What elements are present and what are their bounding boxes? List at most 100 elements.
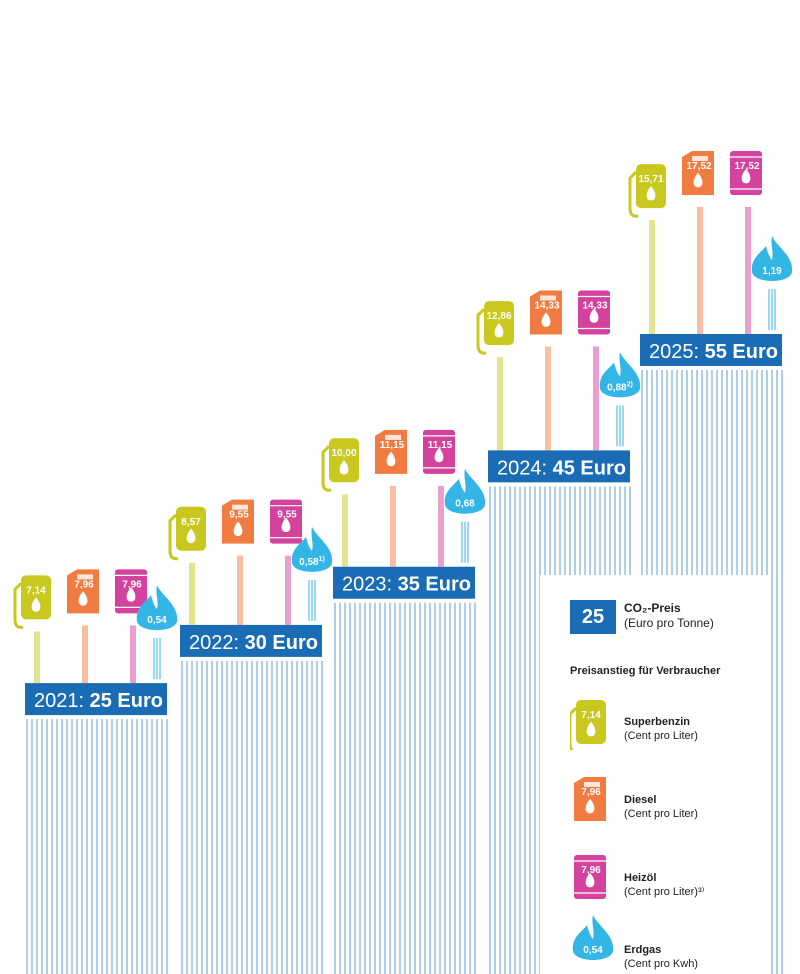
legend-item-superbenzin: Superbenzin (Cent pro Liter) <box>624 715 698 743</box>
jerrycan-handle <box>540 295 556 301</box>
fuel-pump-mark-2025: 15,71 <box>628 164 666 334</box>
gas-flame-shape <box>444 468 486 514</box>
legend-co2-price-text: CO₂-Preis (Euro pro Tonne) <box>624 601 714 631</box>
value-label: 0,882) <box>607 381 633 393</box>
drop-icon <box>233 521 243 536</box>
fuel-pump-mark-2024: 12,86 <box>476 301 514 451</box>
co2-price-label-text: 2024: 45 Euro <box>497 457 626 479</box>
legend-heading: Preisanstieg für Verbraucher <box>570 665 721 677</box>
value-label: 14,33 <box>582 300 607 311</box>
gas-mark-2021: 0,54 <box>136 585 178 680</box>
legend-jerrycan-icon: 7,96 <box>574 777 606 821</box>
fuel-pump-mark-2021: 7,14 <box>13 575 51 684</box>
co2-step-2023: 2023: 35 Euro <box>333 566 476 974</box>
drop-icon <box>741 168 751 184</box>
drop-icon <box>339 460 349 475</box>
value-label: 0,54 <box>147 615 167 626</box>
oil-barrel-mark-2021: 7,96 <box>115 569 147 684</box>
value-label: 17,52 <box>686 161 711 172</box>
jerrycan-mark-2021: 7,96 <box>67 569 99 684</box>
footnote: 1) <box>319 556 325 563</box>
value-label: 15,71 <box>638 174 663 185</box>
co2-price-label: 2023: 35 Euro <box>333 566 475 599</box>
co2-euro: 30 Euro <box>245 632 318 654</box>
value-label: 11,15 <box>380 440 405 451</box>
co2-euro: 35 Euro <box>398 574 471 596</box>
co2-price-label-box <box>488 450 630 483</box>
footnote: 2) <box>627 381 633 388</box>
legend-item-title: Heizöl <box>624 872 657 884</box>
value-label: 12,86 <box>486 311 511 322</box>
gas-mark-2023: 0,68 <box>444 468 486 563</box>
legend-item-unit: (Cent pro Liter) <box>624 808 698 820</box>
value-label: 17,52 <box>734 161 759 172</box>
co2-euro: 55 Euro <box>705 341 778 363</box>
drop-icon <box>78 591 88 606</box>
jerrycan-mark-2024: 14,33 <box>530 290 562 451</box>
value-label: 9,55 <box>277 510 297 521</box>
oil-barrel-mark-2022: 9,55 <box>270 499 302 625</box>
oil-barrel-mark-2024: 14,33 <box>578 290 610 451</box>
value-label: 11,15 <box>428 440 453 451</box>
drop-icon <box>589 308 599 323</box>
co2-step-2021: 2021: 25 Euro <box>25 683 168 974</box>
gas-mark-2024: 0,882) <box>599 352 641 447</box>
gas-flame-shape <box>751 236 793 281</box>
co2-price-label: 2022: 30 Euro <box>180 624 322 657</box>
value-label: 0,581) <box>299 556 325 568</box>
co2-price-label: 2024: 45 Euro <box>488 450 630 483</box>
co2-price-label-box <box>180 624 322 657</box>
drop-icon <box>585 872 595 888</box>
jerrycan-mark-2022: 9,55 <box>222 499 254 625</box>
fuel-pump-hose <box>476 308 486 355</box>
oil-barrel-mark-2025: 17,52 <box>730 150 762 334</box>
drop-icon <box>693 172 703 188</box>
co2-year: 2021: <box>34 690 90 712</box>
fuel-pump-hose <box>321 445 331 492</box>
jerrycan-mark-2023: 11,15 <box>375 429 407 567</box>
drop-icon <box>281 517 291 532</box>
fuel-pump-hose <box>13 582 23 629</box>
legend-item-title: Diesel <box>624 794 657 806</box>
legend-item-erdgas: Erdgas (Cent pro Kwh) <box>624 943 698 971</box>
drop-icon <box>646 186 656 201</box>
jerrycan-handle <box>584 782 600 787</box>
co2-price-label-text: 2022: 30 Euro <box>189 632 318 654</box>
legend-item-heizoel: Heizöl (Cent pro Liter)³⁾ <box>624 871 704 899</box>
legend-item-title: Erdgas <box>624 944 662 956</box>
drop-icon <box>126 587 136 602</box>
legend-oil-barrel-icon: 7,96 <box>574 855 606 899</box>
value-label: 7,96 <box>581 787 601 798</box>
co2-step-2022: 2022: 30 Euro <box>180 624 323 974</box>
legend-co2-price-unit: (Euro pro Tonne) <box>624 616 714 630</box>
value-label: 14,33 <box>534 300 559 311</box>
legend-gas-flame-icon: 0,54 <box>572 915 614 960</box>
jerrycan-handle <box>77 574 93 580</box>
value-label: 7,96 <box>74 579 94 590</box>
legend: 25 CO₂-Preis (Euro pro Tonne) Preisansti… <box>540 575 770 974</box>
value-label: 7,96 <box>581 865 601 876</box>
co2-price-label-text: 2023: 35 Euro <box>342 574 471 596</box>
fuel-pump-hose <box>570 706 578 750</box>
value-label: 8,57 <box>181 517 201 528</box>
fuel-pump-mark-2023: 10,00 <box>321 438 359 567</box>
co2-price-label: 2021: 25 Euro <box>25 683 167 716</box>
value-label: 1,19 <box>762 266 782 277</box>
gas-flame-shape <box>572 915 614 960</box>
gas-flame-shape <box>136 585 178 631</box>
gas-flame-shape <box>291 526 333 572</box>
fuel-pump-hose <box>628 171 638 218</box>
drop-icon <box>186 528 196 544</box>
gas-flame-shape <box>599 352 641 398</box>
co2-year: 2024: <box>497 457 553 479</box>
drop-icon <box>434 447 444 463</box>
jerrycan-handle <box>385 434 401 440</box>
jerrycan-mark-2025: 17,52 <box>682 150 714 334</box>
value-label: 7,96 <box>122 579 142 590</box>
jerrycan-handle <box>232 504 248 510</box>
jerrycan-handle <box>692 155 708 161</box>
co2-euro: 25 Euro <box>90 690 163 712</box>
legend-item-diesel: Diesel (Cent pro Liter) <box>624 793 698 821</box>
value-label: 0,68 <box>455 499 475 510</box>
co2-year: 2025: <box>649 341 705 363</box>
